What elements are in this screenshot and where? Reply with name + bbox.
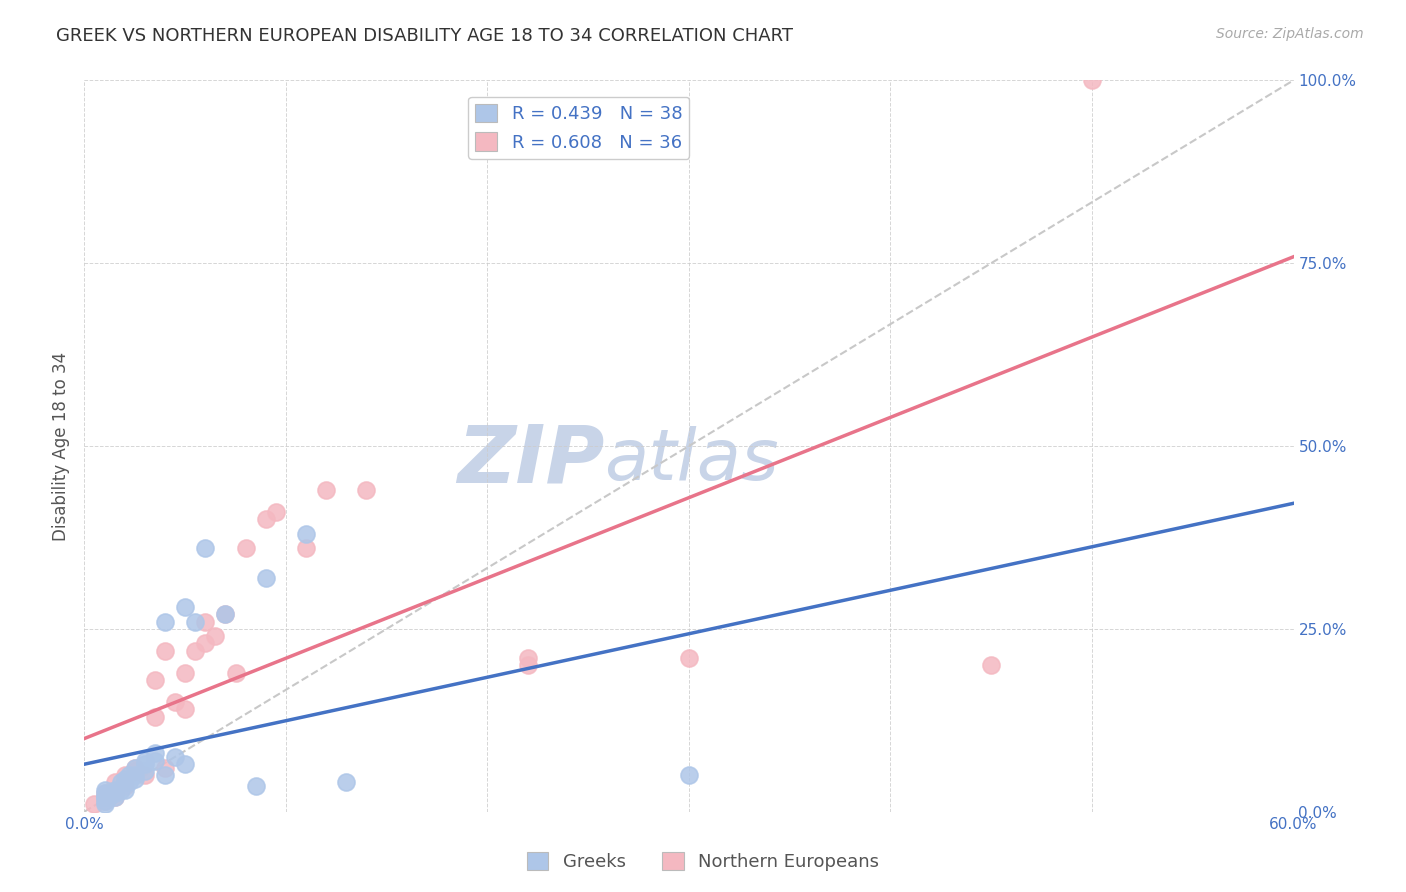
Point [124,761,146,775]
Point [104,782,127,797]
Point [114,775,136,789]
Point [184,644,207,658]
Point [143,673,166,687]
Point [194,636,217,650]
Point [93,794,115,808]
Legend: Greeks, Northern Europeans: Greeks, Northern Europeans [520,845,886,879]
Point [153,768,176,782]
Point [245,779,267,793]
Legend: R = 0.439   N = 38, R = 0.608   N = 36: R = 0.439 N = 38, R = 0.608 N = 36 [468,96,689,159]
Point [335,775,357,789]
Text: ZIP: ZIP [457,422,605,500]
Point [97,790,120,805]
Point [104,790,127,805]
Point [114,768,136,782]
Point [254,571,277,585]
Point [83,797,105,812]
Point [174,665,197,680]
Point [214,607,236,622]
Point [235,541,257,556]
Point [143,754,166,768]
Point [184,615,207,629]
Point [153,615,176,629]
Point [678,768,700,782]
Point [114,779,136,793]
Point [174,757,197,772]
Point [204,629,226,643]
Point [104,787,127,801]
Point [104,782,127,797]
Point [124,764,146,779]
Point [104,775,127,789]
Point [254,512,277,526]
Point [678,651,700,665]
Point [93,790,115,805]
Point [114,772,136,786]
Point [93,787,115,801]
Point [980,658,1002,673]
Point [214,607,236,622]
Point [153,761,176,775]
Point [356,483,378,497]
Point [93,787,115,801]
Point [264,505,287,519]
Point [124,761,146,775]
Point [118,768,141,782]
Point [315,483,337,497]
Text: GREEK VS NORTHERN EUROPEAN DISABILITY AGE 18 TO 34 CORRELATION CHART: GREEK VS NORTHERN EUROPEAN DISABILITY AG… [56,27,793,45]
Point [194,615,217,629]
Point [295,541,318,556]
Point [93,797,115,812]
Point [93,794,115,808]
Point [174,599,197,614]
Point [516,651,538,665]
Point [134,757,156,772]
Point [134,768,156,782]
Point [174,702,197,716]
Point [143,746,166,760]
Point [1081,73,1104,87]
Point [104,790,127,805]
Point [153,644,176,658]
Y-axis label: Disability Age 18 to 34: Disability Age 18 to 34 [52,351,70,541]
Point [225,665,247,680]
Point [93,790,115,805]
Point [165,695,187,709]
Point [194,541,217,556]
Text: atlas: atlas [605,426,779,495]
Point [516,658,538,673]
Point [110,775,132,789]
Point [110,782,132,797]
Point [118,775,141,789]
Point [114,782,136,797]
Text: Source: ZipAtlas.com: Source: ZipAtlas.com [1216,27,1364,41]
Point [124,772,146,786]
Point [143,709,166,723]
Point [124,768,146,782]
Point [295,526,318,541]
Point [93,790,115,805]
Point [134,764,156,779]
Point [134,754,156,768]
Point [165,749,187,764]
Point [93,782,115,797]
